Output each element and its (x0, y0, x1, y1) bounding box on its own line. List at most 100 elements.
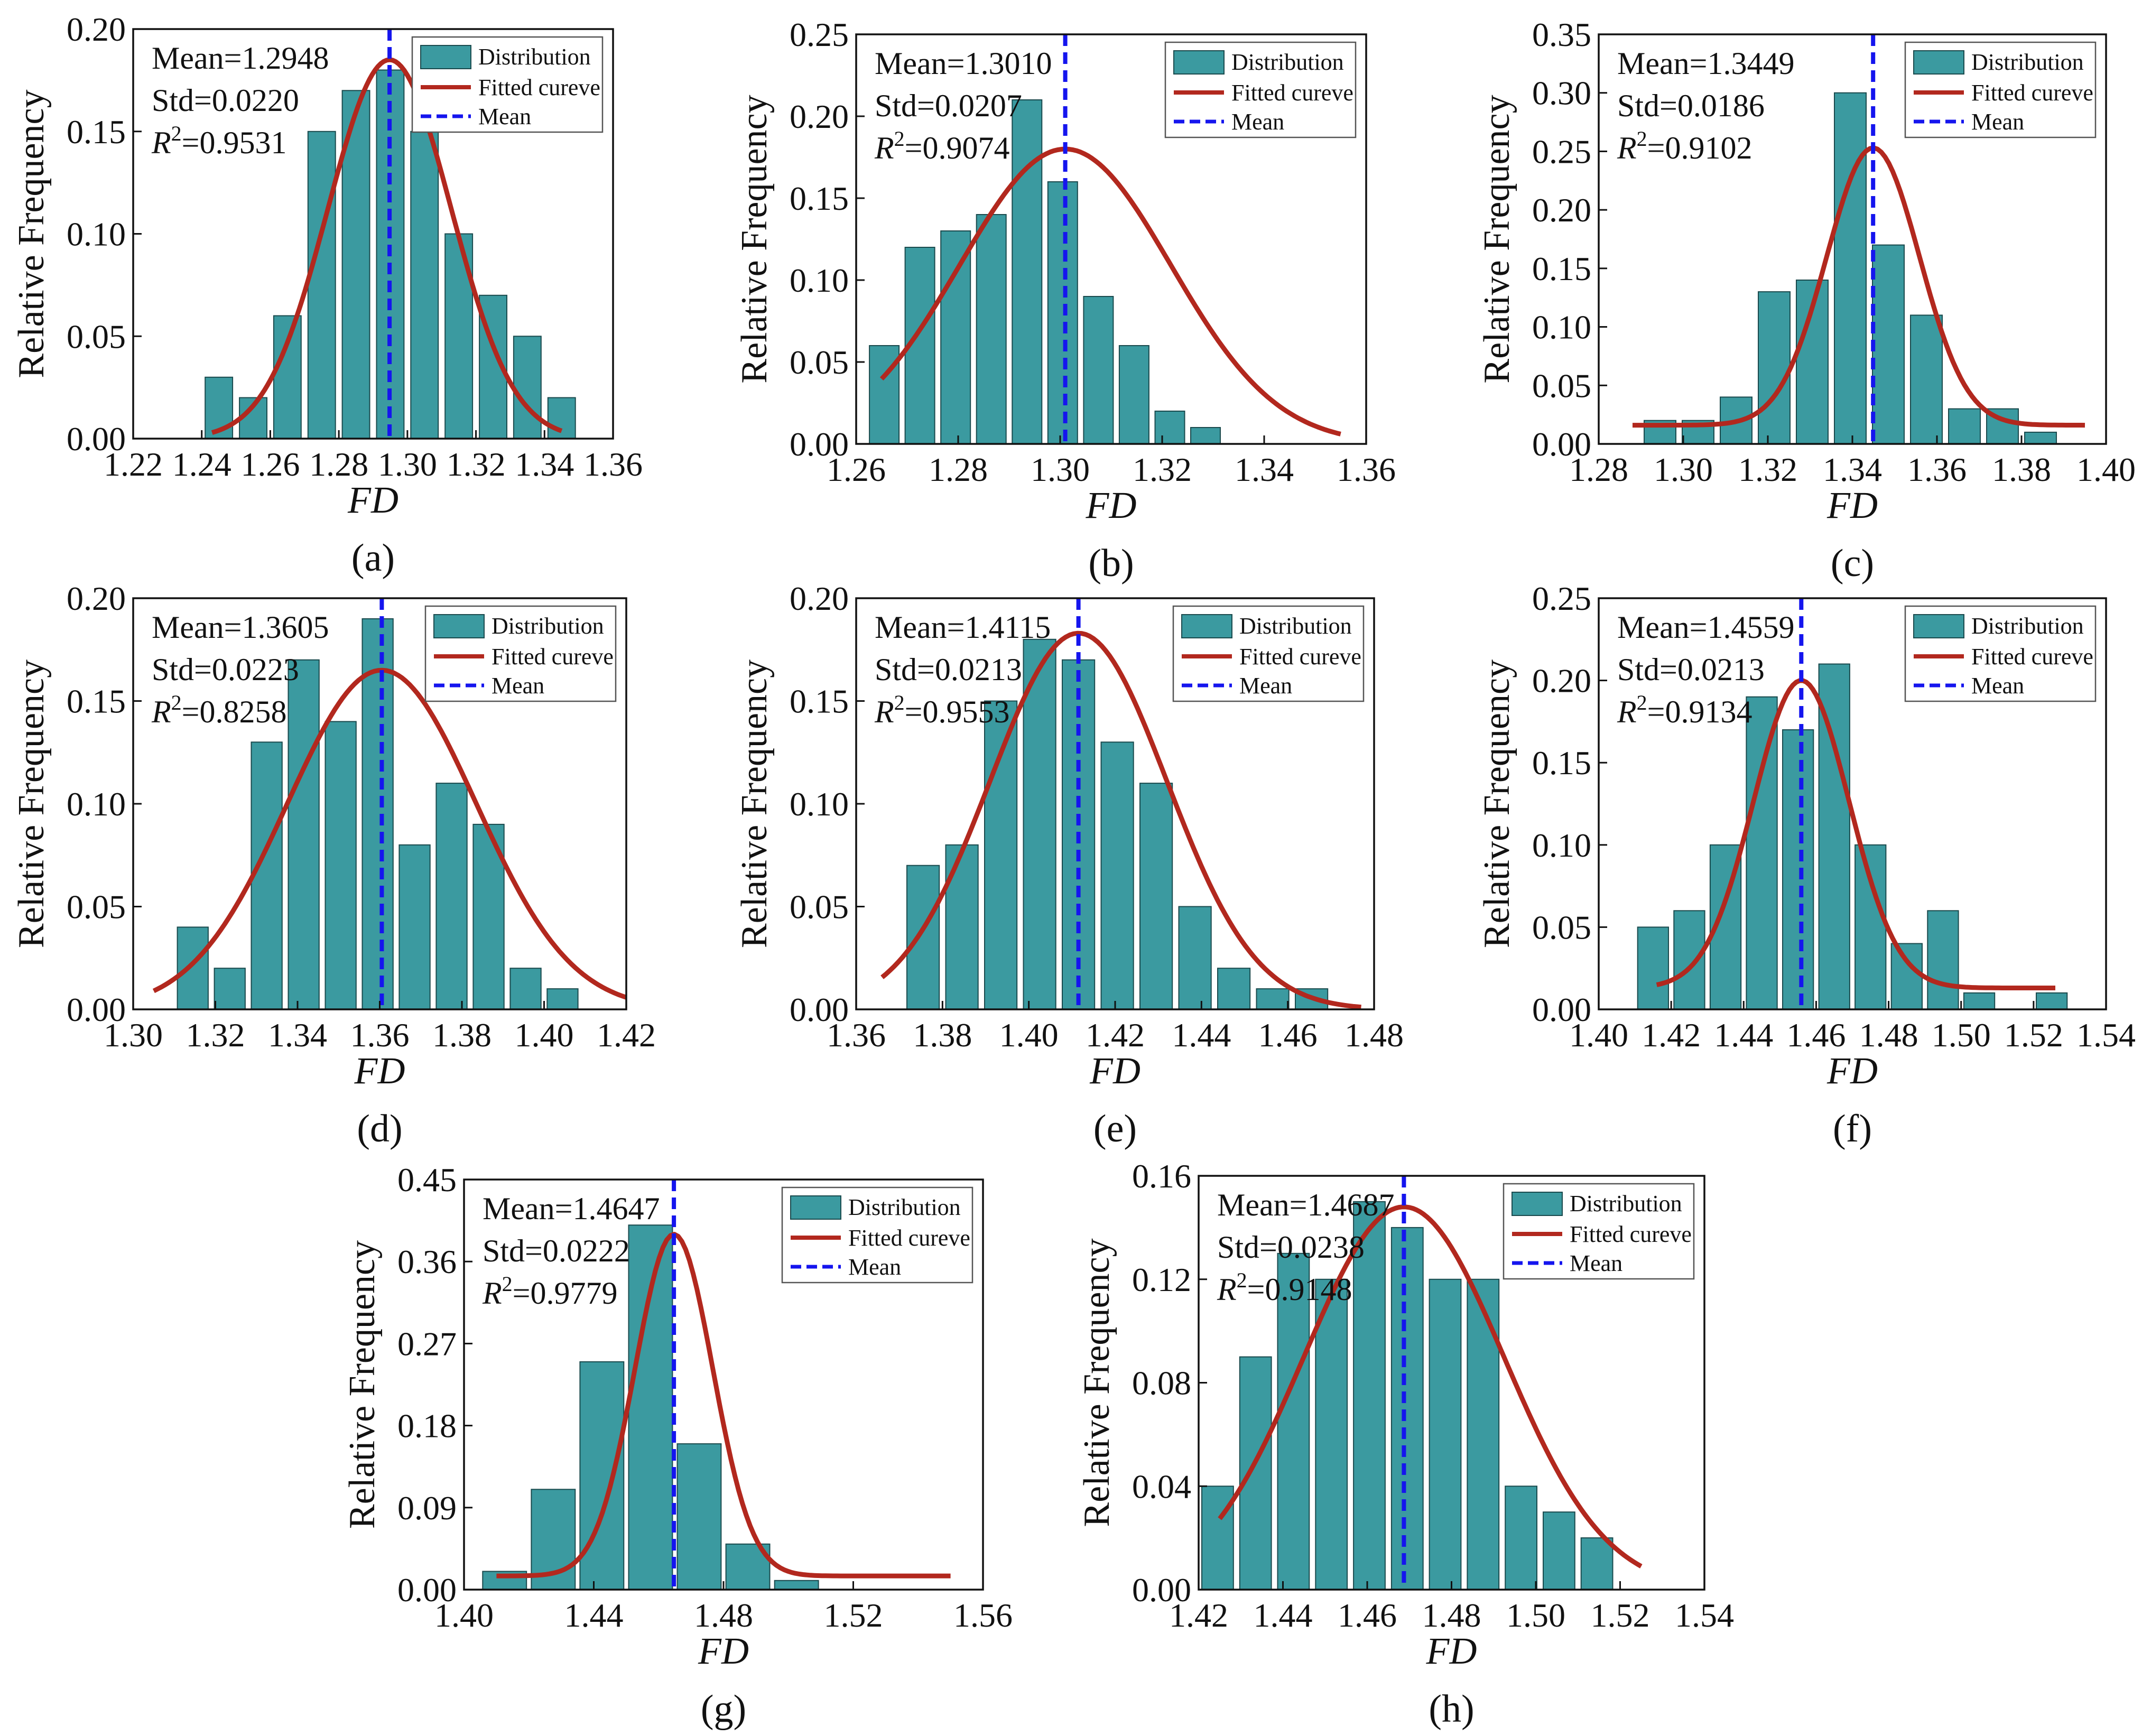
x-tick-label: 1.28 (309, 445, 368, 483)
x-tick-label: 1.40 (999, 1016, 1059, 1054)
histogram-bar (1201, 1486, 1234, 1591)
histogram-bar (513, 336, 542, 440)
histogram-bar (1834, 92, 1867, 444)
x-axis-label: FD (354, 1050, 405, 1092)
y-tick-label: 0.15 (1532, 744, 1591, 782)
histogram-bar (273, 315, 302, 439)
x-axis-label: FD (1089, 1050, 1140, 1092)
r2-value: =0.8258 (182, 694, 287, 729)
x-tick-label: 1.28 (929, 451, 988, 488)
y-tick-label: 0.00 (67, 420, 126, 458)
r2-superscript: 2 (1637, 127, 1647, 151)
legend: Distribution Fitted cureve Mean (1503, 1183, 1695, 1280)
legend-mean-label: Mean (1231, 109, 1284, 135)
mean-stat: Mean=1.4687 (1217, 1187, 1394, 1222)
y-tick-label: 0.00 (790, 425, 849, 463)
x-tick-label: 1.36 (583, 445, 643, 483)
x-tick-label: 1.40 (434, 1596, 494, 1634)
legend-distribution-swatch (1173, 50, 1225, 75)
histogram-bar (361, 618, 394, 1010)
histogram-bar (1758, 291, 1791, 444)
r2-stat: R2=0.9779 (482, 1272, 618, 1311)
y-axis-label: Relative Frequency (11, 660, 52, 948)
x-tick-label: 1.52 (2004, 1016, 2063, 1054)
y-axis-label: Relative Frequency (734, 95, 775, 383)
x-tick-label: 1.44 (1254, 1596, 1313, 1634)
mean-stat: Mean=1.4115 (875, 610, 1051, 645)
histogram-bar (628, 1224, 673, 1590)
std-stat: Std=0.0238 (1217, 1230, 1365, 1265)
x-tick-label: 1.48 (1422, 1596, 1481, 1634)
y-tick-label: 0.36 (397, 1243, 457, 1280)
x-tick-label: 1.56 (953, 1596, 1013, 1634)
x-tick-label: 1.30 (1031, 451, 1090, 488)
histogram-bar (435, 783, 468, 1010)
r2-value: =0.9779 (513, 1276, 618, 1311)
fitted-curve (1218, 1204, 1643, 1568)
legend-distribution-swatch (1913, 614, 1964, 638)
histogram-bar (976, 214, 1007, 444)
mean-stat: Mean=1.3449 (1617, 46, 1794, 81)
y-tick-label: 0.09 (397, 1489, 457, 1527)
x-tick-label: 1.36 (1337, 451, 1396, 488)
panel-label: (a) (351, 536, 395, 580)
r2-stat: R2=0.9074 (874, 127, 1010, 165)
r2-value: =0.9531 (182, 125, 287, 160)
chart-panel-6: 0.00 0.05 0.10 0.15 0.20 0.25 1.40 1.42 1.44 1.46… (1477, 580, 2136, 1150)
r2-symbol: R (874, 131, 894, 165)
y-tick-label: 0.08 (1132, 1364, 1191, 1402)
y-axis-label: Relative Frequency (734, 660, 775, 948)
r2-stat: R2=0.9134 (1617, 691, 1752, 729)
fitted-curve (1633, 145, 2085, 428)
x-tick-label: 1.36 (827, 1016, 886, 1054)
fitted-curve (1656, 678, 2055, 990)
legend-fitted-label: Fitted cureve (1971, 80, 2093, 106)
r2-value: =0.9148 (1247, 1272, 1352, 1307)
mean-stat: Mean=1.4647 (483, 1191, 660, 1226)
legend: Distribution Fitted cureve Mean (424, 605, 617, 702)
r2-stat: R2=0.9531 (151, 122, 287, 160)
x-tick-label: 1.42 (597, 1016, 656, 1054)
std-stat: Std=0.0213 (1617, 652, 1765, 687)
r2-stat: R2=0.9148 (1217, 1268, 1352, 1307)
legend-distribution-swatch (1181, 614, 1232, 638)
histogram-bar (1505, 1486, 1537, 1591)
legend-fitted-label: Fitted cureve (1971, 644, 2093, 670)
x-tick-label: 1.28 (1569, 451, 1628, 488)
x-tick-label: 1.44 (1714, 1016, 1773, 1054)
histogram-bar (1854, 844, 1887, 1010)
y-tick-label: 0.00 (1532, 991, 1591, 1028)
fitted-curve (496, 1232, 951, 1579)
y-tick-label: 0.45 (397, 1161, 457, 1199)
legend-distribution-label: Distribution (492, 613, 604, 639)
y-tick-label: 0.00 (1532, 425, 1591, 463)
histogram-bar (1890, 943, 1923, 1010)
histogram-bar (214, 968, 246, 1010)
histogram-bar (1948, 408, 1981, 444)
y-tick-label: 0.15 (67, 683, 126, 720)
legend-distribution-swatch (433, 614, 485, 638)
std-stat: Std=0.0186 (1617, 88, 1765, 123)
r2-stat: R2=0.8258 (151, 691, 287, 729)
legend-mean-label: Mean (1971, 673, 2024, 699)
x-tick-label: 1.50 (1506, 1596, 1565, 1634)
histogram-bar (1927, 910, 1959, 1010)
legend: Distribution Fitted cureve Mean (1904, 605, 2097, 702)
y-tick-label: 0.20 (67, 11, 126, 48)
chart-panel-4: 0.00 0.05 0.10 0.15 0.20 1.30 1.32 1.34 1.36 1.38… (11, 580, 656, 1150)
x-tick-label: 1.46 (1786, 1016, 1846, 1054)
panel-label: (g) (701, 1687, 746, 1731)
histogram-bar (1217, 968, 1251, 1010)
chart-panel-1: 0.00 0.05 0.10 0.15 0.20 1.22 1.24 1.26 1.28 1.30… (11, 11, 643, 580)
x-axis-label: FD (1426, 1630, 1477, 1672)
r2-symbol: R (151, 125, 171, 160)
legend-distribution-swatch (790, 1195, 841, 1220)
x-tick-label: 1.24 (172, 445, 231, 483)
x-tick-label: 1.50 (1932, 1016, 1991, 1054)
histogram-bar (307, 131, 336, 440)
legend-distribution-label: Distribution (1231, 49, 1344, 75)
panel-label: (c) (1831, 542, 1874, 585)
y-tick-label: 0.20 (790, 580, 849, 617)
x-axis-label: FD (347, 479, 398, 521)
y-axis-label: Relative Frequency (1077, 1238, 1117, 1527)
